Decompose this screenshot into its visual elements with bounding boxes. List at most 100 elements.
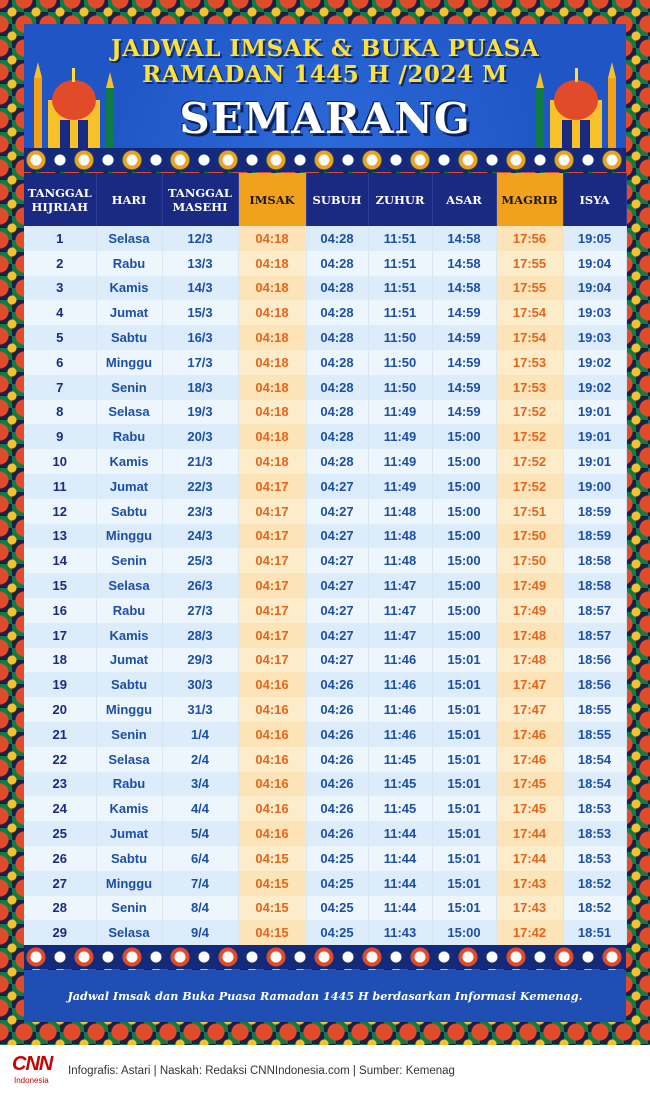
cell-hijri: 21 (24, 721, 97, 747)
cell-hijri: 6 (24, 349, 97, 375)
cell-zuhur: 11:46 (368, 697, 433, 722)
cell-subuh: 04:28 (306, 374, 369, 400)
table-row: 17 Kamis 28/3 04:17 04:27 11:47 15:00 17:48 18:5… (24, 622, 627, 648)
cell-masehi: 16/3 (162, 325, 239, 350)
cell-magrib: 17:43 (496, 895, 564, 921)
cell-imsak: 04:18 (238, 349, 307, 375)
cell-hijri: 4 (24, 300, 97, 326)
cell-zuhur: 11:44 (368, 845, 433, 871)
cell-isya: 18:53 (563, 796, 627, 822)
column-header-imsak: IMSAK (238, 173, 307, 226)
cell-subuh: 04:27 (306, 573, 369, 598)
cell-isya: 19:01 (563, 424, 627, 450)
cell-asar: 15:01 (432, 721, 497, 747)
cell-isya: 18:53 (563, 845, 627, 871)
cell-isya: 18:55 (563, 697, 627, 722)
cell-hari: Minggu (96, 349, 163, 375)
mosque-icon-left (34, 62, 114, 148)
cell-imsak: 04:18 (238, 226, 307, 251)
cell-imsak: 04:17 (238, 647, 307, 673)
cell-imsak: 04:16 (238, 821, 307, 846)
cell-masehi: 6/4 (162, 845, 239, 871)
cell-isya: 18:54 (563, 746, 627, 772)
cell-masehi: 21/3 (162, 449, 239, 474)
cell-masehi: 29/3 (162, 647, 239, 673)
cell-zuhur: 11:51 (368, 226, 433, 251)
cell-hijri: 15 (24, 573, 97, 598)
cell-isya: 18:51 (563, 920, 627, 946)
footer: CNN Indonesia Infografis: Astari | Naska… (0, 1045, 650, 1097)
cell-hari: Kamis (96, 275, 163, 301)
cell-imsak: 04:16 (238, 796, 307, 822)
cell-magrib: 17:46 (496, 746, 564, 772)
cell-asar: 15:01 (432, 672, 497, 698)
cell-imsak: 04:18 (238, 374, 307, 400)
mosque-icon-right (536, 62, 616, 148)
cell-isya: 19:03 (563, 300, 627, 326)
cell-asar: 15:00 (432, 523, 497, 549)
cell-isya: 18:52 (563, 870, 627, 896)
cell-subuh: 04:25 (306, 895, 369, 921)
cell-isya: 18:52 (563, 895, 627, 921)
cell-hijri: 7 (24, 374, 97, 400)
cell-masehi: 24/3 (162, 523, 239, 549)
cell-hijri: 25 (24, 821, 97, 846)
cell-zuhur: 11:45 (368, 796, 433, 822)
cell-asar: 15:01 (432, 845, 497, 871)
cell-magrib: 17:53 (496, 374, 564, 400)
cell-zuhur: 11:50 (368, 374, 433, 400)
cell-zuhur: 11:47 (368, 573, 433, 598)
table-row: 15 Selasa 26/3 04:17 04:27 11:47 15:00 17:49 18:… (24, 573, 627, 598)
cell-asar: 14:59 (432, 374, 497, 400)
cell-masehi: 18/3 (162, 374, 239, 400)
title-line-2: RAMADAN 1445 H /2024 M (142, 61, 508, 88)
cell-masehi: 8/4 (162, 895, 239, 921)
cell-subuh: 04:27 (306, 622, 369, 648)
cell-hari: Senin (96, 895, 163, 921)
table-row: 10 Kamis 21/3 04:18 04:28 11:49 15:00 17:52 19:0… (24, 449, 627, 474)
schedule-table-wrapper: TANGGAL HIJRIAH HARI TANGGAL MASEHI IMSA… (24, 173, 627, 946)
table-row: 20 Minggu 31/3 04:16 04:26 11:46 15:01 17:47 18:… (24, 697, 627, 722)
column-header-magrib: MAGRIB (496, 173, 564, 226)
cell-hari: Rabu (96, 771, 163, 797)
table-row: 28 Senin 8/4 04:15 04:25 11:44 15:01 17:43 18:52 (24, 895, 627, 921)
table-row: 29 Selasa 9/4 04:15 04:25 11:43 15:00 17:42 18:5… (24, 920, 627, 946)
cell-magrib: 17:54 (496, 325, 564, 350)
cell-hari: Selasa (96, 399, 163, 425)
cell-subuh: 04:28 (306, 250, 369, 276)
cell-zuhur: 11:50 (368, 325, 433, 350)
cell-subuh: 04:26 (306, 746, 369, 772)
cell-asar: 15:00 (432, 548, 497, 574)
cell-asar: 15:00 (432, 597, 497, 623)
cell-isya: 18:55 (563, 721, 627, 747)
column-header-subuh: SUBUH (306, 173, 369, 226)
table-row: 2 Rabu 13/3 04:18 04:28 11:51 14:58 17:55 19:04 (24, 250, 627, 276)
cell-imsak: 04:15 (238, 920, 307, 946)
cell-hari: Selasa (96, 573, 163, 598)
cell-hijri: 26 (24, 845, 97, 871)
cell-imsak: 04:17 (238, 548, 307, 574)
cell-masehi: 26/3 (162, 573, 239, 598)
cell-subuh: 04:27 (306, 523, 369, 549)
cell-masehi: 2/4 (162, 746, 239, 772)
cell-isya: 18:59 (563, 498, 627, 524)
table-row: 25 Jumat 5/4 04:16 04:26 11:44 15:01 17:44 18:53 (24, 821, 627, 846)
cell-zuhur: 11:48 (368, 548, 433, 574)
cell-hijri: 2 (24, 250, 97, 276)
cell-hari: Kamis (96, 622, 163, 648)
cell-hijri: 14 (24, 548, 97, 574)
cell-imsak: 04:18 (238, 275, 307, 301)
cell-zuhur: 11:49 (368, 473, 433, 499)
cell-asar: 15:01 (432, 895, 497, 921)
cell-magrib: 17:55 (496, 250, 564, 276)
cell-asar: 15:01 (432, 697, 497, 722)
cell-imsak: 04:17 (238, 473, 307, 499)
cell-hijri: 22 (24, 746, 97, 772)
cell-subuh: 04:28 (306, 349, 369, 375)
cell-zuhur: 11:43 (368, 920, 433, 946)
cell-asar: 15:00 (432, 920, 497, 946)
cell-asar: 15:00 (432, 473, 497, 499)
cell-asar: 15:00 (432, 622, 497, 648)
cell-subuh: 04:25 (306, 845, 369, 871)
